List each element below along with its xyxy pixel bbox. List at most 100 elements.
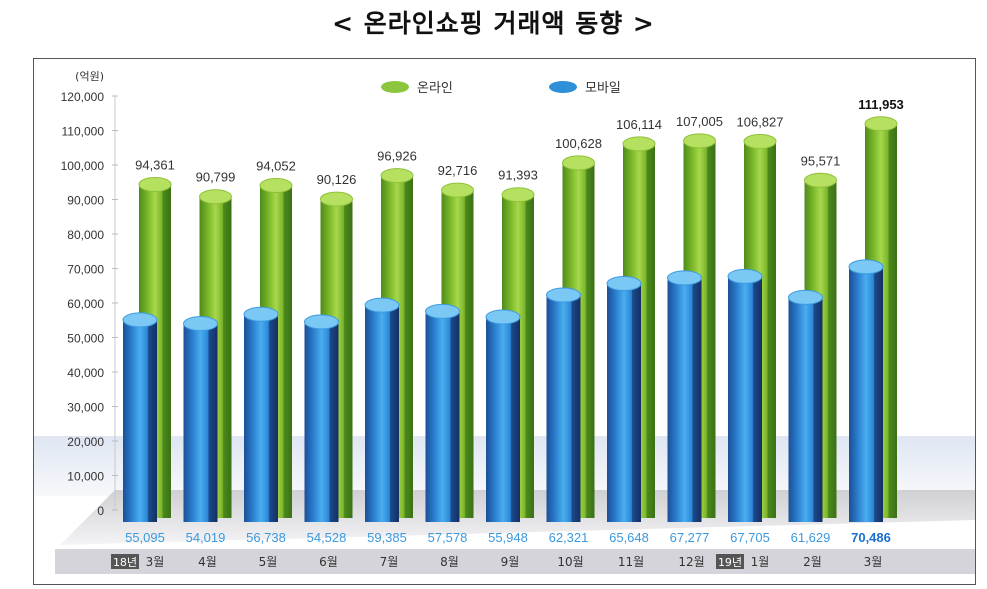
x-tick-label: 10월 (557, 555, 583, 569)
y-tick-label: 30,000 (67, 401, 104, 415)
mobile-bar (486, 316, 520, 522)
online-value-label: 94,361 (135, 157, 175, 172)
mobile-bar-cap (788, 289, 823, 305)
x-tick-label: 3월 (864, 555, 883, 569)
mobile-value-label: 56,738 (246, 530, 286, 545)
legend-label: 온라인 (417, 81, 453, 96)
mobile-bar (607, 283, 641, 522)
mobile-bar (244, 314, 278, 522)
mobile-value-label: 65,648 (609, 530, 649, 545)
x-tick-label: 1월 (751, 555, 770, 569)
legend-label: 모바일 (585, 81, 621, 96)
mobile-bar (123, 319, 157, 522)
x-tick-label: 6월 (319, 555, 338, 569)
y-tick-label: 10,000 (67, 470, 104, 484)
mobile-bar (546, 294, 581, 522)
x-tick-label: 5월 (259, 555, 278, 569)
y-tick-label: 20,000 (67, 435, 104, 449)
online-bar-cap (320, 191, 353, 207)
online-value-label: 92,716 (438, 163, 478, 178)
online-value-label: 90,126 (317, 172, 357, 187)
mobile-value-label: 67,705 (730, 530, 770, 545)
online-value-label: 100,628 (555, 136, 602, 151)
y-tick-label: 50,000 (67, 332, 104, 346)
x-tick-label: 8월 (440, 555, 459, 569)
online-bar-cap (683, 133, 716, 149)
mobile-value-label: 67,277 (670, 530, 710, 545)
x-tick-label: 2월 (803, 555, 822, 569)
online-bar-cap (441, 182, 474, 198)
x-tick-label: 4월 (198, 555, 217, 569)
mobile-bar (849, 266, 883, 522)
mobile-value-label: 55,095 (125, 530, 165, 545)
y-tick-label: 100,000 (61, 159, 105, 173)
online-bar-cap (199, 189, 232, 205)
mobile-bar (667, 277, 702, 522)
mobile-bar-cap (546, 287, 581, 303)
y-tick-label: 40,000 (67, 366, 104, 380)
mobile-bar-cap (667, 270, 702, 286)
year-badge (716, 554, 744, 569)
x-tick-label: 7월 (380, 555, 399, 569)
mobile-value-label: 59,385 (367, 530, 407, 545)
online-value-label: 106,827 (737, 114, 784, 129)
year-badge-label: 18년 (113, 556, 137, 569)
online-bar-cap (259, 178, 293, 194)
mobile-value-label: 54,528 (307, 530, 347, 545)
mobile-bar-cap (364, 297, 400, 313)
y-tick-label: 0 (97, 504, 104, 518)
x-tick-label: 12월 (678, 555, 704, 569)
online-value-label: 94,052 (256, 159, 296, 174)
chart-title: < 온라인쇼핑 거래액 동향 > (332, 9, 655, 38)
online-value-label: 95,571 (801, 153, 841, 168)
legend-swatch-online (381, 81, 409, 93)
mobile-value-label: 55,948 (488, 530, 528, 545)
y-tick-label: 110,000 (62, 125, 105, 139)
y-tick-label: 70,000 (67, 263, 104, 277)
mobile-value-label: 61,629 (791, 530, 831, 545)
y-tick-label: 60,000 (67, 297, 104, 311)
mobile-bar (304, 321, 339, 522)
y-tick-label: 80,000 (67, 228, 104, 242)
mobile-bar-cap (304, 314, 339, 330)
online-value-label: 96,926 (377, 149, 417, 164)
online-value-label: 90,799 (196, 170, 236, 185)
mobile-bar (728, 276, 762, 522)
online-bar-cap (380, 168, 414, 184)
mobile-bar-cap (485, 309, 521, 325)
mobile-value-label: 54,019 (186, 530, 226, 545)
year-badge-label: 19년 (718, 556, 742, 569)
x-tick-label: 3월 (146, 555, 165, 569)
mobile-bar-cap (727, 268, 763, 284)
online-bar-cap (562, 155, 595, 171)
mobile-value-label: 62,321 (549, 530, 589, 545)
x-tick-label: 11월 (618, 555, 644, 569)
y-tick-label: 90,000 (67, 194, 104, 208)
online-bar-cap (138, 176, 172, 192)
mobile-bar (183, 323, 218, 522)
mobile-bar-cap (425, 303, 460, 319)
mobile-bar-cap (183, 316, 218, 332)
mobile-bar-cap (848, 259, 884, 275)
online-bar-cap (501, 187, 535, 203)
online-value-label: 107,005 (676, 114, 723, 129)
x-axis-band (55, 549, 975, 574)
online-bar-cap (864, 116, 898, 132)
online-value-label: 111,953 (858, 97, 904, 112)
mobile-bar-cap (606, 276, 642, 292)
legend-swatch-mobile (549, 81, 577, 93)
online-value-label: 106,114 (616, 117, 662, 132)
online-bar-cap (622, 136, 656, 152)
online-bar-cap (743, 133, 777, 149)
mobile-bar-cap (122, 312, 158, 328)
mobile-bar-cap (243, 306, 279, 322)
y-tick-label: 120,000 (61, 90, 105, 104)
mobile-bar (788, 297, 823, 522)
x-tick-label: 9월 (501, 555, 520, 569)
online-bar-cap (804, 172, 837, 188)
mobile-value-label: 70,486 (851, 530, 891, 545)
y-axis-unit: (억원) (75, 70, 104, 83)
mobile-bar (365, 305, 399, 522)
mobile-value-label: 57,578 (428, 530, 468, 545)
